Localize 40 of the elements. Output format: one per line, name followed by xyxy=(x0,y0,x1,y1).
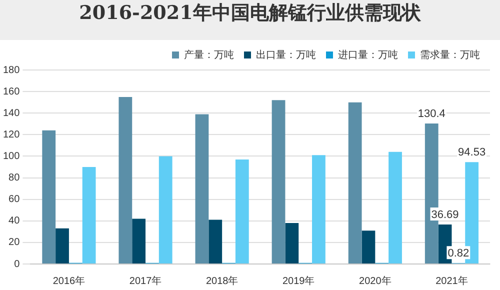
data-label: 36.69 xyxy=(431,208,459,221)
bar xyxy=(158,156,172,264)
bar xyxy=(235,159,249,264)
y-tick-label: 100 xyxy=(2,150,20,162)
y-tick-label: 20 xyxy=(8,237,20,248)
x-tick-label: 2016年 xyxy=(52,274,86,287)
y-tick-label: 80 xyxy=(8,172,20,184)
legend-label: 出口量：万吨 xyxy=(256,48,316,61)
data-label: 130.4 xyxy=(418,108,446,120)
bar xyxy=(272,100,286,264)
y-tick-label: 0 xyxy=(14,258,20,270)
y-tick-label: 160 xyxy=(2,86,20,98)
bar xyxy=(362,230,376,264)
bar xyxy=(56,228,69,264)
bar xyxy=(82,167,96,264)
bar xyxy=(348,102,362,264)
x-tick-label: 2021年 xyxy=(436,274,468,287)
y-tick-label: 180 xyxy=(2,64,20,76)
data-label: 94.53 xyxy=(458,146,486,159)
x-tick-label: 2020年 xyxy=(359,274,392,287)
legend-label: 产量：万吨 xyxy=(184,48,234,61)
bar xyxy=(388,152,402,264)
y-tick-label: 120 xyxy=(2,129,20,140)
bar xyxy=(285,223,299,264)
y-tick-label: 60 xyxy=(8,194,20,206)
legend-label: 需求量：万吨 xyxy=(420,48,480,61)
x-tick-label: 2017年 xyxy=(129,274,162,287)
x-tick-label: 2019年 xyxy=(282,274,315,287)
x-tick-label: 2018年 xyxy=(206,274,238,287)
data-label: 0.82 xyxy=(448,248,470,260)
bar xyxy=(195,114,209,264)
legend-label: 进口量：万吨 xyxy=(338,48,398,61)
bar xyxy=(132,218,146,264)
chart-title: 2016-2021年中国电解锰行业供需现状 xyxy=(0,0,500,40)
bar xyxy=(208,220,222,264)
bar xyxy=(42,130,56,264)
bar xyxy=(312,155,326,264)
bar xyxy=(118,96,132,264)
y-tick-label: 140 xyxy=(2,108,20,119)
y-tick-label: 40 xyxy=(8,216,20,227)
